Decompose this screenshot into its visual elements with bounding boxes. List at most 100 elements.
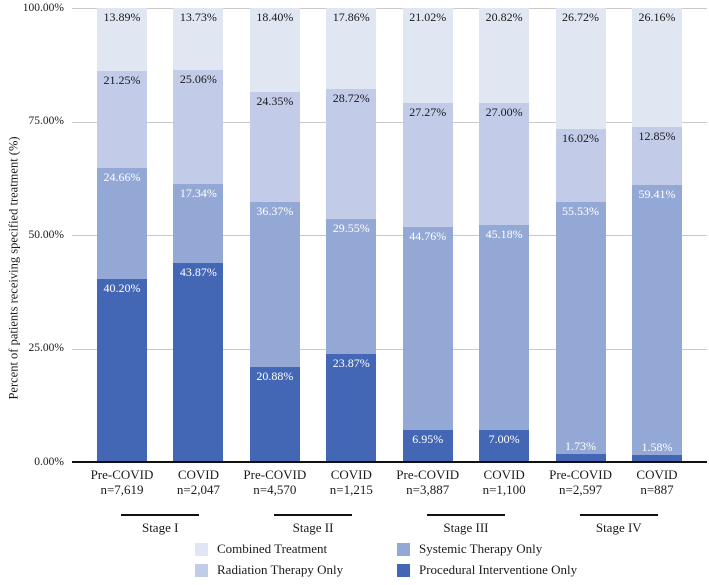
segment-value-label: 17.34% [179,186,217,201]
segment-radiation-therapy-only: 21.25% [97,71,147,168]
x-axis-label-stage-iii-covid: COVID n=1,100 [454,467,554,497]
x-axis-n-label: n=7,619 [100,482,144,497]
segment-procedural-interventione-only: 6.95% [402,430,453,462]
segment-value-label: 26.16% [638,10,676,24]
segment-value-label: 26.72% [562,10,600,24]
segment-systemic-therapy-only: 59.41% [631,185,682,455]
segment-procedural-interventione-only: 43.87% [173,262,224,462]
stage-underline [121,514,200,516]
x-axis-period-label: Pre-COVID [90,467,154,482]
legend-item-radiation-therapy-only: Radiation Therapy Only [195,563,397,577]
y-tick-label: 0.00% [34,455,64,468]
stage-underline [426,514,505,516]
legend-item-procedural-interventione-only: Procedural Interventione Only [397,563,577,577]
legend-item-systemic-therapy-only: Systemic Therapy Only [397,542,577,556]
stage-label-stage-ii: Stage II [292,520,334,535]
segment-value-label: 27.00% [485,104,523,119]
segment-value-label: 29.55% [332,221,370,236]
stage-underline [579,514,658,516]
segment-systemic-therapy-only: 36.37% [249,202,300,368]
segment-value-label: 1.58% [641,439,673,454]
segment-radiation-therapy-only: 24.35% [249,91,300,203]
segment-radiation-therapy-only: 16.02% [555,129,606,203]
segment-value-label: 36.37% [256,204,294,219]
segment-systemic-therapy-only: 44.76% [402,227,453,431]
segment-combined-treatment: 18.40% [249,8,300,92]
segment-combined-treatment: 17.86% [326,8,377,90]
bars-container: 13.89% 21.25% 24.66% 40.20% 13.73% 25.06% 17.3… [72,8,707,462]
segment-procedural-interventione-only: 40.20% [97,279,147,462]
segment-value-label: 13.73% [179,10,217,24]
legend: Combined Treatment Systemic Therapy Only R… [195,542,577,577]
x-axis-period-label: COVID [177,467,219,482]
legend-swatch [195,563,208,577]
segment-radiation-therapy-only: 12.85% [631,126,682,186]
x-axis-n-label: n=3,887 [406,482,450,497]
segment-value-label: 7.00% [488,432,520,447]
legend-label: Radiation Therapy Only [217,562,344,577]
segment-value-label: 55.53% [562,204,600,219]
segment-procedural-interventione-only: 1.58% [631,440,682,462]
legend-item-combined-treatment: Combined Treatment [195,542,397,556]
segment-systemic-therapy-only: 24.66% [97,167,147,280]
x-axis-label-stage-iii-pre-covid: Pre-COVID n=3,887 [378,467,478,497]
segment-procedural-interventione-only: 1.73% [555,440,606,462]
stage-underline [274,514,353,516]
segment-value-label: 44.76% [409,229,447,244]
segment-combined-treatment: 13.89% [97,8,147,72]
x-axis-period-label: COVID [483,467,525,482]
segment-value-label: 6.95% [412,432,444,447]
segment-value-label: 23.87% [332,355,370,370]
plot-area: 13.89% 21.25% 24.66% 40.20% 13.73% 25.06% 17.3… [72,8,707,462]
segment-value-label: 20.88% [256,369,294,384]
legend-label: Systemic Therapy Only [419,541,543,556]
x-axis-period-label: Pre-COVID [549,467,612,482]
y-tick-label: 50.00% [28,228,64,241]
stage-label-stage-iii: Stage III [443,520,489,535]
x-axis-label-stage-iv-covid: COVID n=887 [607,467,707,497]
bar-stage-i-pre-covid: 13.89% 21.25% 24.66% 40.20% [97,8,147,462]
x-axis-label-stage-ii-pre-covid: Pre-COVID n=4,570 [225,467,325,497]
segment-systemic-therapy-only: 55.53% [555,202,606,455]
segment-value-label: 18.40% [256,10,294,24]
segment-value-label: 16.02% [562,131,600,146]
segment-combined-treatment: 26.72% [555,8,606,130]
legend-swatch [195,542,208,556]
segment-value-label: 17.86% [332,10,370,24]
x-axis-period-label: Pre-COVID [396,467,460,482]
segment-procedural-interventione-only: 20.88% [249,367,300,462]
segment-radiation-therapy-only: 27.00% [479,102,530,226]
segment-systemic-therapy-only: 17.34% [173,184,224,263]
x-axis-n-label: n=1,100 [482,482,526,497]
segment-value-label: 12.85% [638,128,676,143]
x-axis-label-stage-ii-covid: COVID n=1,215 [301,467,401,497]
legend-label: Procedural Interventione Only [419,562,578,577]
segment-value-label: 25.06% [179,72,217,87]
segment-radiation-therapy-only: 27.27% [402,103,453,228]
bar-stage-iii-covid: 20.82% 27.00% 45.18% 7.00% [479,8,530,462]
segment-value-label: 13.89% [103,10,141,24]
y-tick-label: 75.00% [28,115,64,127]
segment-value-label: 21.02% [409,10,447,24]
stage-label-stage-i: Stage I [141,520,179,535]
segment-combined-treatment: 26.16% [631,8,682,127]
segment-combined-treatment: 21.02% [402,8,453,104]
segment-value-label: 21.25% [103,73,141,88]
bar-stage-ii-pre-covid: 18.40% 24.35% 36.37% 20.88% [249,8,300,462]
x-axis-line [72,460,707,463]
legend-swatch [397,563,410,577]
bar-stage-iv-covid: 26.16% 12.85% 59.41% 1.58% [631,8,682,462]
x-axis-n-label: n=887 [640,482,674,497]
segment-value-label: 24.35% [256,93,294,108]
stage-label-stage-iv: Stage IV [595,520,642,535]
x-axis-n-label: n=4,570 [253,482,297,497]
gridline [72,8,707,9]
segment-value-label: 59.41% [638,187,676,202]
segment-procedural-interventione-only: 23.87% [326,353,377,462]
x-axis-label-stage-i-pre-covid: Pre-COVID n=7,619 [72,467,172,497]
x-axis-label-stage-iv-pre-covid: Pre-COVID n=2,597 [531,467,631,497]
segment-radiation-therapy-only: 25.06% [173,70,224,185]
y-tick-label: 25.00% [28,342,64,354]
legend-swatch [397,542,410,556]
